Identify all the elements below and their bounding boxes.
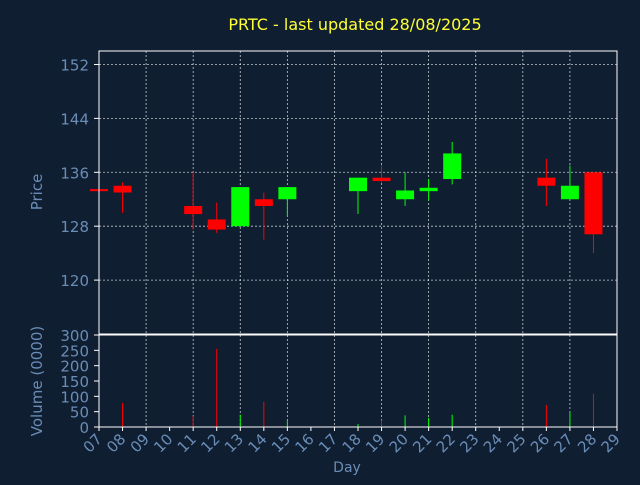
x-tick-label: 23 (456, 430, 482, 456)
price-tick-label: 136 (60, 164, 89, 182)
x-tick-label: 09 (127, 430, 153, 456)
price-tick-label: 152 (60, 56, 89, 74)
candle-body (560, 185, 579, 200)
x-tick-label: 11 (174, 430, 200, 456)
x-tick-label: 18 (339, 430, 365, 456)
price-axis-label: Price (28, 174, 46, 211)
volume-tick-label: 200 (60, 358, 89, 376)
grid-layer (99, 51, 617, 427)
volume-tick-label: 150 (60, 373, 89, 391)
x-axis-label: Day (333, 460, 361, 476)
x-tick-label: 27 (551, 430, 577, 456)
x-tick-label: 29 (598, 430, 624, 456)
x-tick-label: 28 (574, 430, 600, 456)
candle-body (584, 172, 603, 235)
x-tick-label: 13 (221, 430, 247, 456)
volume-tick-label: 50 (70, 404, 89, 422)
x-tick-label: 24 (480, 430, 506, 456)
tick-labels-layer: 1201281361441520501001502002503000708091… (60, 56, 623, 456)
candle-body (419, 187, 438, 192)
x-tick-label: 12 (197, 430, 223, 456)
price-tick-label: 128 (60, 218, 89, 236)
x-tick-label: 16 (292, 430, 318, 456)
x-tick-label: 25 (503, 430, 529, 456)
candle-body (349, 177, 367, 192)
candle-body (113, 185, 132, 193)
volume-axis-label: Volume (0000) (28, 326, 46, 436)
marks-layer (90, 141, 603, 427)
volume-tick-label: 300 (60, 327, 89, 345)
candle-body (396, 190, 415, 200)
x-tick-label: 14 (244, 430, 270, 456)
x-tick-label: 15 (268, 430, 294, 456)
candle-body (207, 219, 226, 230)
x-tick-label: 21 (409, 430, 435, 456)
volume-panel-frame (98, 334, 618, 428)
price-panel-frame (98, 50, 618, 335)
volume-tick-label: 100 (60, 388, 89, 406)
candle-body (231, 187, 250, 227)
x-tick-label: 17 (315, 430, 341, 456)
chart-title: PRTC - last updated 28/08/2025 (228, 15, 481, 34)
price-tick-label: 144 (60, 110, 89, 128)
x-tick-label: 26 (527, 430, 553, 456)
x-tick-label: 08 (103, 430, 129, 456)
candle-body (443, 153, 462, 180)
candle-body (254, 199, 273, 206)
frames-layer (94, 50, 618, 431)
volume-tick-label: 0 (79, 419, 89, 437)
candle-body (537, 177, 556, 186)
candle-body (184, 205, 203, 215)
x-tick-label: 20 (386, 430, 412, 456)
x-tick-label: 19 (362, 430, 388, 456)
candle-body (372, 177, 391, 182)
candle-body (278, 187, 297, 200)
volume-tick-label: 250 (60, 342, 89, 360)
price-tick-label: 120 (60, 272, 89, 290)
x-tick-label: 10 (150, 430, 176, 456)
x-tick-label: 22 (433, 430, 459, 456)
